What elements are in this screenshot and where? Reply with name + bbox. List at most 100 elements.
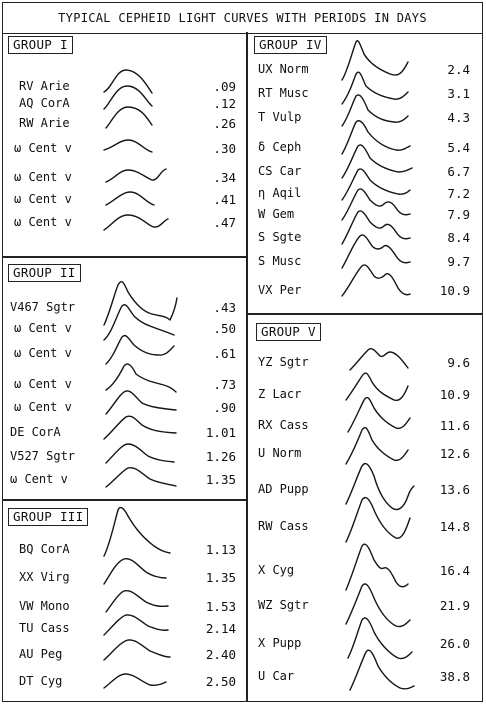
star-name: DE CorA bbox=[10, 425, 61, 439]
star-period: 11.6 bbox=[439, 418, 470, 433]
star-name: RW Cass bbox=[258, 519, 309, 533]
light-curve bbox=[105, 589, 169, 613]
star-period: 9.6 bbox=[447, 355, 470, 370]
star-name: η Aqil bbox=[258, 186, 302, 200]
star-name: VW Mono bbox=[19, 599, 70, 613]
light-curve bbox=[345, 372, 409, 402]
star-name: X Pupp bbox=[258, 636, 302, 650]
light-curve bbox=[103, 415, 177, 440]
star-period: .73 bbox=[213, 377, 236, 392]
star-name: VX Per bbox=[258, 283, 302, 297]
star-period: 13.6 bbox=[439, 482, 470, 497]
star-period: .34 bbox=[213, 170, 236, 185]
star-period: .90 bbox=[213, 400, 236, 415]
light-curve bbox=[341, 188, 411, 221]
light-curve bbox=[103, 506, 171, 557]
star-name: ω Cent v bbox=[14, 192, 72, 206]
light-curve bbox=[345, 543, 409, 591]
star-period: 9.7 bbox=[447, 254, 470, 269]
light-curve bbox=[349, 347, 409, 371]
star-name: U Car bbox=[258, 669, 295, 683]
column-divider bbox=[246, 32, 248, 702]
star-period: 7.2 bbox=[447, 186, 470, 201]
light-curve bbox=[349, 649, 415, 691]
star-period: .09 bbox=[213, 79, 236, 94]
light-curve bbox=[341, 168, 411, 201]
star-period: 2.50 bbox=[205, 674, 236, 689]
light-curve bbox=[103, 558, 167, 585]
star-name: YZ Sgtr bbox=[258, 355, 309, 369]
group-label-5: GROUP V bbox=[256, 323, 321, 341]
light-curve bbox=[105, 334, 175, 365]
star-name: RT Musc bbox=[258, 86, 309, 100]
star-name: ω Cent v bbox=[14, 141, 72, 155]
light-curve bbox=[345, 496, 411, 543]
star-period: 6.7 bbox=[447, 164, 470, 179]
group-label-1: GROUP I bbox=[8, 36, 73, 54]
star-name: BQ CorA bbox=[19, 542, 70, 556]
star-name: RV Arie bbox=[19, 79, 70, 93]
light-curve bbox=[103, 614, 169, 636]
star-name: W Gem bbox=[258, 207, 295, 221]
star-period: 2.14 bbox=[205, 621, 236, 636]
light-curve bbox=[103, 69, 153, 94]
star-name: ω Cent v bbox=[14, 400, 72, 414]
light-curve bbox=[341, 234, 411, 269]
light-curve bbox=[345, 426, 409, 465]
light-curve bbox=[341, 120, 411, 155]
light-curve bbox=[105, 390, 177, 415]
light-curve bbox=[105, 363, 177, 393]
star-name: V467 Sgtr bbox=[10, 300, 76, 314]
light-curve bbox=[105, 106, 153, 129]
star-period: 4.3 bbox=[447, 110, 470, 125]
light-curve bbox=[103, 85, 153, 110]
star-period: 10.9 bbox=[439, 283, 470, 298]
star-name: ω Cent v bbox=[14, 346, 72, 360]
star-name: DT Cyg bbox=[19, 674, 63, 688]
light-curve bbox=[105, 168, 167, 183]
star-period: 8.4 bbox=[447, 230, 470, 245]
star-period: 38.8 bbox=[439, 669, 470, 684]
star-period: 1.35 bbox=[205, 570, 236, 585]
star-name: S Musc bbox=[258, 254, 302, 268]
light-curve bbox=[103, 281, 178, 326]
star-period: .61 bbox=[213, 346, 236, 361]
star-period: 1.01 bbox=[205, 425, 236, 440]
group-label-2: GROUP II bbox=[8, 264, 81, 282]
star-name: UX Norm bbox=[258, 62, 309, 76]
light-curve bbox=[103, 639, 171, 661]
light-curve bbox=[341, 94, 409, 127]
star-name: AQ CorA bbox=[19, 96, 70, 110]
light-curve bbox=[103, 214, 169, 231]
group-label-4: GROUP IV bbox=[254, 36, 327, 54]
star-period: .47 bbox=[213, 215, 236, 230]
star-period: .41 bbox=[213, 192, 236, 207]
light-curve bbox=[103, 304, 175, 341]
light-curve bbox=[341, 40, 409, 81]
divider-group4-group5 bbox=[247, 313, 482, 315]
star-name: RX Cass bbox=[258, 418, 309, 432]
divider-group2-group3 bbox=[3, 499, 247, 501]
star-period: 10.9 bbox=[439, 387, 470, 402]
star-period: .26 bbox=[213, 116, 236, 131]
star-name: ω Cent v bbox=[14, 377, 72, 391]
star-name: Z Lacr bbox=[258, 387, 302, 401]
star-name: WZ Sgtr bbox=[258, 598, 309, 612]
star-name: TU Cass bbox=[19, 621, 70, 635]
star-name: X Cyg bbox=[258, 563, 295, 577]
light-curve bbox=[347, 396, 411, 433]
star-period: 26.0 bbox=[439, 636, 470, 651]
light-curve bbox=[103, 139, 153, 153]
star-name: U Norm bbox=[258, 446, 302, 460]
light-curve bbox=[105, 443, 175, 464]
star-period: .43 bbox=[213, 300, 236, 315]
star-period: 1.26 bbox=[205, 449, 236, 464]
divider-group1-group2 bbox=[3, 256, 247, 258]
star-period: 3.1 bbox=[447, 86, 470, 101]
star-period: 2.40 bbox=[205, 647, 236, 662]
star-name: ω Cent v bbox=[14, 215, 72, 229]
light-curve bbox=[345, 462, 415, 511]
star-period: 1.13 bbox=[205, 542, 236, 557]
star-period: 7.9 bbox=[447, 207, 470, 222]
